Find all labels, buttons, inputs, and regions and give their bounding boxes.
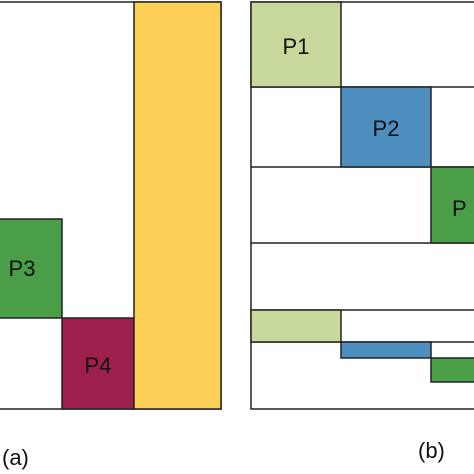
panel-b-strip-p2 xyxy=(340,341,432,359)
panel-b-strip-p3 xyxy=(430,357,474,383)
panel-b-label-p2: P2 xyxy=(373,116,400,141)
panel-a: P3 P4 (a) xyxy=(0,1,222,470)
panel-b-label-p1: P1 xyxy=(283,34,310,59)
panel-b-block-p3 xyxy=(430,166,474,244)
panel-a-block-p4 xyxy=(61,317,135,410)
panel-b-block-p1 xyxy=(250,1,342,88)
panel-a-block-p3 xyxy=(0,218,63,319)
panel-b-strip-p1 xyxy=(250,309,342,343)
panel-b-caption: (b) xyxy=(418,438,445,463)
panel-b: P1 P2 P (b) xyxy=(250,1,474,463)
panel-b-block-p2 xyxy=(340,86,432,168)
panel-a-label-p4: P4 xyxy=(85,353,112,378)
panel-a-caption: (a) xyxy=(2,445,29,470)
panel-b-label-p3: P xyxy=(452,196,467,221)
panel-a-tall-block xyxy=(133,1,222,410)
panel-a-label-p3: P3 xyxy=(9,256,36,281)
